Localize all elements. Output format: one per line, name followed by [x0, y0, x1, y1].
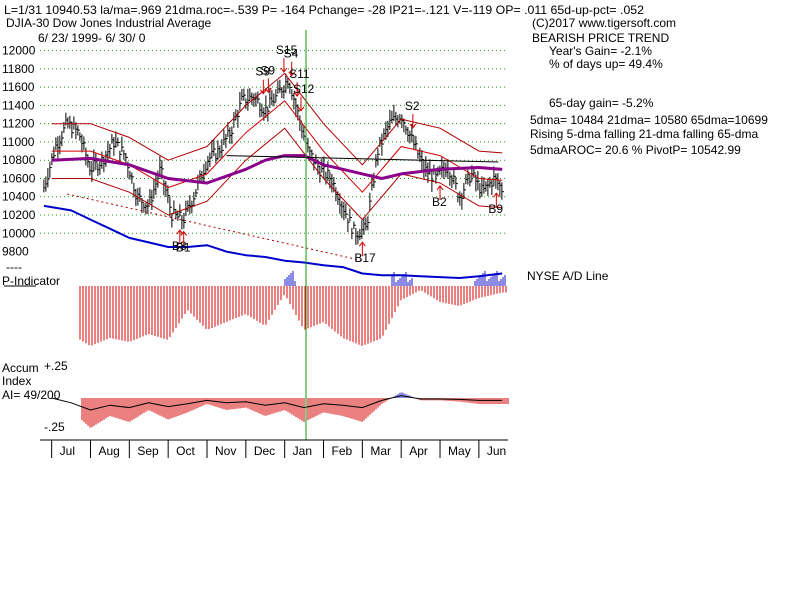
minus25-label: -.25 — [44, 420, 65, 434]
x-tick-label: May — [448, 444, 471, 458]
x-tick-label: Nov — [215, 444, 236, 458]
x-tick-label: Jun — [487, 444, 506, 458]
signal-label: S9 — [255, 65, 270, 79]
header-stats-line: L=1/31 10940.53 la/ma=.969 21dma.roc=-.5… — [4, 3, 644, 17]
index-label: Index — [2, 374, 31, 388]
y-tick-label: 11800 — [2, 62, 35, 76]
signal-label: B2 — [432, 195, 447, 209]
y-tick-label: 11200 — [2, 117, 35, 131]
signal-arrow — [259, 79, 267, 95]
signal-label: B17 — [354, 251, 376, 265]
trend-line — [226, 155, 499, 163]
signal-arrow — [409, 113, 417, 129]
x-axis: Jul Aug Sep Oct Nov Dec Jan Feb Mar Apr May Jun — [40, 439, 508, 458]
y-tick-label: 10600 — [2, 171, 36, 185]
y-tick-label: 11400 — [2, 98, 35, 112]
y-tick-label: 9800 — [2, 245, 29, 259]
y-tick-label: 10800 — [2, 153, 36, 167]
ai-label: AI= 49/200 — [2, 388, 61, 402]
signal-arrow — [288, 61, 296, 77]
accum-index-ma-line — [51, 395, 503, 411]
x-tick-label: Oct — [176, 444, 195, 458]
band-lower-line — [51, 127, 503, 221]
x-tick-label: Aug — [98, 444, 119, 458]
x-tick-label: Sep — [137, 444, 159, 458]
signal-label: B9 — [488, 202, 503, 216]
aroc-pivot: 5dmaAROC= 20.6 % PivotP= 10542.99 — [530, 143, 741, 157]
series-lines — [43, 30, 503, 440]
dma-values: 5dma= 10484 21dma= 10580 65dma=10699 — [530, 113, 768, 127]
accum-index-bars — [51, 392, 509, 428]
trend-line — [67, 193, 363, 262]
x-tick-label: Jul — [60, 444, 75, 458]
price-bars — [43, 73, 504, 245]
signal-arrow — [280, 58, 288, 73]
signal-arrow — [358, 241, 366, 257]
x-tick-label: Feb — [332, 444, 353, 458]
dma65-line — [51, 154, 503, 185]
signal-arrow — [297, 96, 305, 112]
plus25-label: +.25 — [44, 359, 68, 373]
signal-label: S11 — [289, 67, 310, 81]
year-gain: Year's Gain= -2.1% — [549, 44, 652, 58]
y-axis-ticks: 9800 10000 10200 10400 10600 10800 11000 11200 1… — [2, 44, 36, 287]
signal-arrow — [180, 230, 188, 246]
band-upper-line — [51, 72, 503, 166]
x-tick-label: Apr — [409, 444, 428, 458]
ma-direction: Rising 5-dma falling 21-dma falling 65-d… — [530, 127, 758, 141]
y-tick-label: 10400 — [2, 190, 36, 204]
signal-label: B1 — [176, 241, 191, 255]
y-tick-label: 11000 — [2, 135, 35, 149]
x-tick-label: Dec — [254, 444, 275, 458]
y-tick-label: 10200 — [2, 208, 36, 222]
date-range: 6/ 23/ 1999- 6/ 30/ 0 — [38, 31, 146, 45]
signal-arrow — [492, 192, 500, 208]
nyse-ad-label: NYSE A/D Line — [527, 269, 609, 283]
p-indicator-bars — [79, 271, 507, 346]
accum-label: Accum — [2, 361, 39, 375]
signal-arrow — [176, 229, 184, 245]
nyse-ad-line — [43, 204, 503, 279]
y-tick-label: 10000 — [2, 226, 36, 240]
signal-label: S9 — [260, 63, 275, 77]
pct-days-up: % of days up= 49.4% — [549, 57, 663, 71]
signal-arrow — [264, 78, 272, 94]
signal-arrow — [436, 185, 444, 200]
p-indicator-label: P-Indicator — [2, 274, 60, 288]
signal-label: S15 — [276, 43, 298, 57]
gain-65: 65-day gain= -5.2% — [549, 96, 654, 110]
y-tick-label: 12000 — [2, 44, 36, 58]
trend-label: BEARISH PRICE TREND — [532, 31, 669, 45]
chart-title: DJIA-30 Dow Jones Industrial Average — [6, 16, 212, 30]
signal-label: B3 — [172, 239, 187, 253]
x-tick-label: Mar — [370, 444, 391, 458]
dash-marker: ---- — [6, 260, 22, 274]
signal-label: S4 — [284, 47, 299, 61]
y-tick-label: 11600 — [2, 80, 35, 94]
copyright: (C)2017 www.tigersoft.com — [532, 16, 676, 30]
signal-label: S2 — [405, 99, 420, 113]
signal-arrow — [293, 82, 301, 97]
x-tick-label: Jan — [293, 444, 312, 458]
signal-label: S12 — [293, 82, 315, 96]
